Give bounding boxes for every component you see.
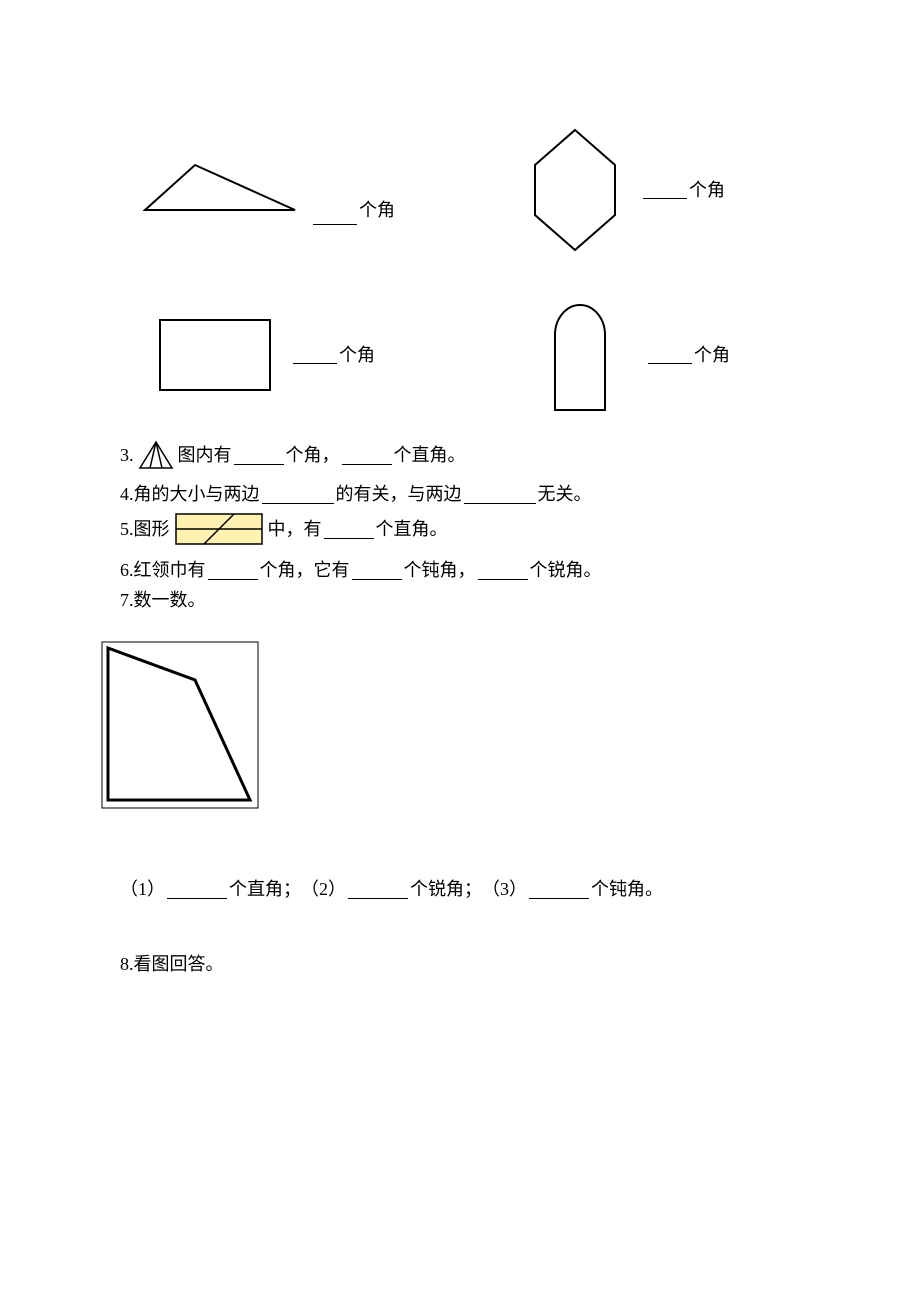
hexagon-label: 个角: [689, 176, 725, 205]
q7-sub2-blank: [348, 880, 408, 900]
q6-blank-1: [208, 561, 258, 581]
triangle-blank: [313, 207, 357, 225]
triangle-label: 个角: [359, 196, 395, 225]
q4-text-2: 的有关，与两边: [336, 480, 462, 509]
question-3: 3. 图内有 个角， 个直角。: [120, 440, 466, 470]
hexagon-shape: [525, 125, 625, 255]
q7-pentagon-shape: [100, 640, 260, 810]
q7-sub2-suffix: 个锐角；: [410, 875, 482, 904]
q5-blank: [324, 519, 374, 539]
arch-shape: [540, 295, 620, 415]
arch-blank: [648, 346, 692, 364]
q7-sub1-blank: [167, 880, 227, 900]
q3-blank-1: [234, 445, 284, 465]
q3-prefix: 3.: [120, 441, 134, 470]
q4-prefix: 4.: [120, 480, 134, 509]
rectangle-group: 个角: [155, 315, 375, 395]
q6-text-3: 个钝角，: [404, 556, 476, 585]
q3-triangle-icon: [138, 440, 174, 470]
q7-sub2-label: （2）: [301, 875, 346, 904]
q6-text-2: 个角，它有: [260, 556, 350, 585]
worksheet-page: 个角 个角 个角 个角 3.: [0, 0, 920, 1302]
q4-text-1: 角的大小与两边: [134, 480, 260, 509]
rectangle-label: 个角: [339, 341, 375, 370]
q3-text-3: 个直角。: [394, 441, 466, 470]
q5-text-2: 中，有: [268, 515, 322, 544]
q7-subanswers: （1） 个直角； （2） 个锐角； （3） 个钝角。: [120, 875, 663, 904]
rectangle-shape: [155, 315, 275, 395]
shapes-row-1: 个角 个角: [135, 120, 835, 260]
q5-rect-icon: [174, 512, 264, 546]
hexagon-blank: [643, 181, 687, 199]
q7-prefix: 7.: [120, 586, 134, 615]
q7-shape-container: [100, 640, 260, 810]
q7-sub1-label: （1）: [120, 875, 165, 904]
q6-prefix: 6.: [120, 556, 134, 585]
q3-text-1: 图内有: [178, 441, 232, 470]
q7-text-1: 数一数。: [134, 586, 206, 615]
q3-blank-2: [342, 445, 392, 465]
q7-sub3-suffix: 个钝角。: [591, 875, 663, 904]
arch-group: 个角: [540, 295, 730, 415]
q4-text-3: 无关。: [538, 480, 592, 509]
question-4: 4. 角的大小与两边 的有关，与两边 无关。: [120, 480, 592, 509]
q8-prefix: 8.: [120, 950, 134, 979]
q8-text-1: 看图回答。: [134, 950, 224, 979]
q4-blank-1: [262, 485, 334, 505]
q7-sub3-blank: [529, 880, 589, 900]
q6-text-4: 个锐角。: [530, 556, 602, 585]
q4-blank-2: [464, 485, 536, 505]
q7-sub1-suffix: 个直角；: [229, 875, 301, 904]
arch-label: 个角: [694, 341, 730, 370]
shapes-row-2: 个角 个角: [155, 290, 855, 420]
q7-sub3-label: （3）: [482, 875, 527, 904]
q6-blank-2: [352, 561, 402, 581]
q5-prefix: 5.: [120, 515, 134, 544]
triangle-shape: [135, 155, 305, 225]
question-6: 6. 红领巾有 个角，它有 个钝角， 个锐角。: [120, 556, 602, 585]
q6-blank-3: [478, 561, 528, 581]
q6-text-1: 红领巾有: [134, 556, 206, 585]
question-8: 8. 看图回答。: [120, 950, 224, 979]
rectangle-blank: [293, 346, 337, 364]
q3-text-2: 个角，: [286, 441, 340, 470]
triangle-group: 个角: [135, 155, 395, 225]
hexagon-group: 个角: [525, 125, 725, 255]
question-7: 7. 数一数。: [120, 586, 206, 615]
question-5: 5. 图形 中，有 个直角。: [120, 512, 448, 546]
q5-text-1: 图形: [134, 515, 170, 544]
q5-text-3: 个直角。: [376, 515, 448, 544]
